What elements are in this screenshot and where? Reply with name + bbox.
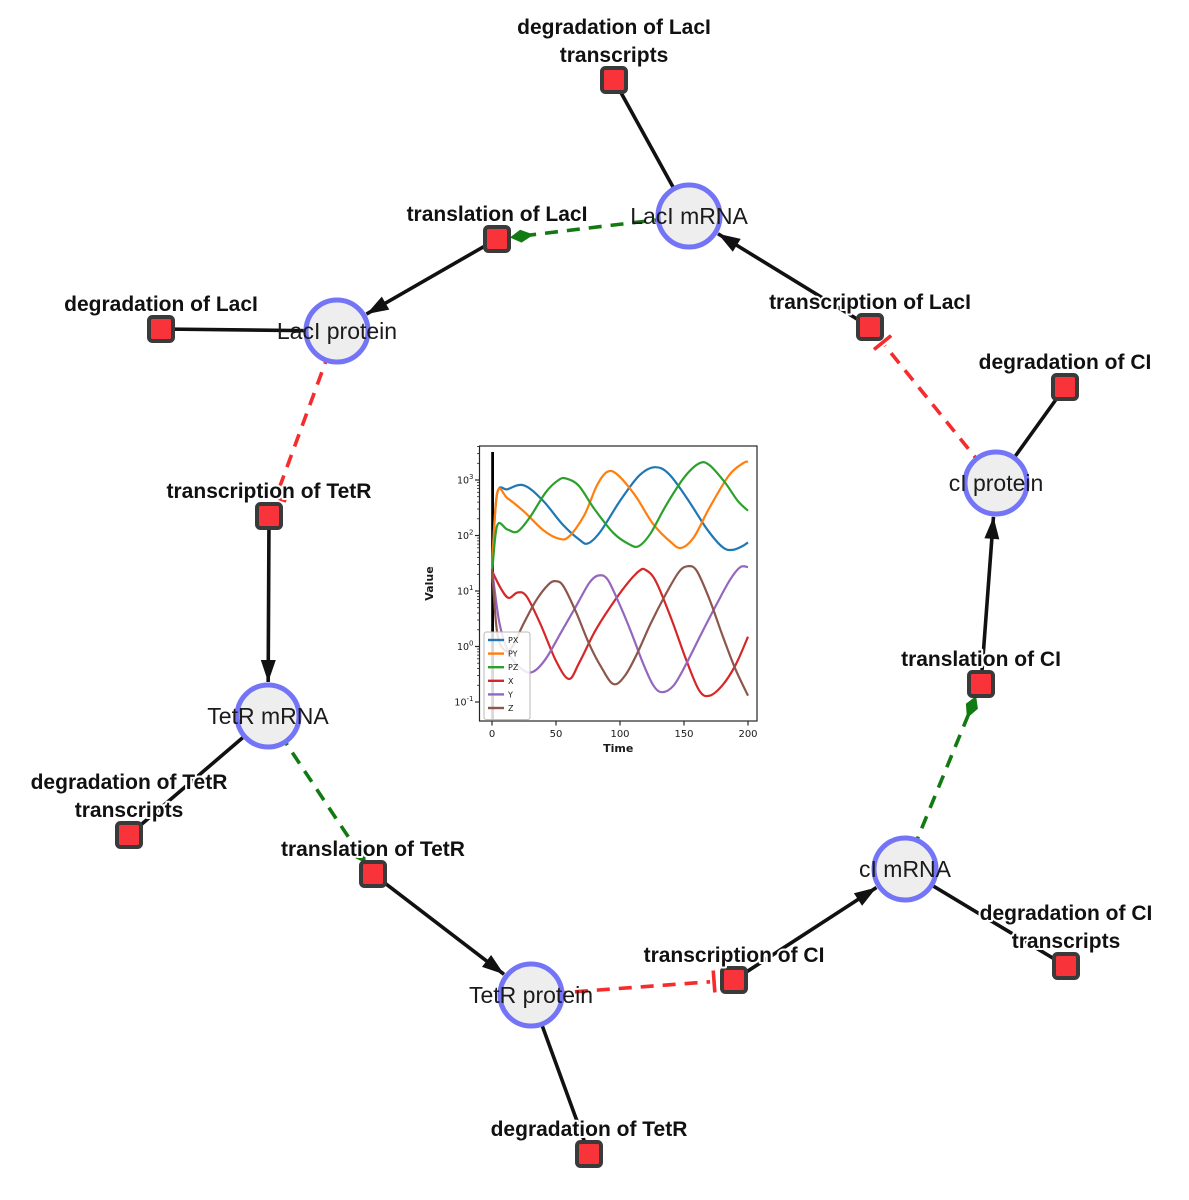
reaction-label-deg_ci_tr-line2: transcripts [1012,930,1121,953]
y-tick-label: 101 [457,584,474,598]
legend-label-Z: Z [508,704,514,713]
reaction-label-deg_ci-line1: degradation of CI [979,351,1152,374]
reaction-label-deg_ci_tr-line1: degradation of CI [980,902,1153,925]
edge-inhibition-ci_protein-transcr_laci-tee-bar [872,334,893,351]
reaction-label-deg_laci-line1: degradation of LacI [64,293,258,316]
species-label-ci_mrna: cI mRNA [859,856,952,882]
edge-production-transl_ci-ci_protein-arrowhead [984,516,1000,540]
reaction-label-transcr_ci-line1: transcription of CI [644,944,825,967]
reaction-label-deg_tetr_tr-line1: degradation of TetR [31,771,228,794]
reaction-label-deg_tetr_tr-line2: transcripts [75,799,184,822]
species-label-tetr_protein: TetR protein [469,982,593,1008]
edge-inhibition-laci_protein-transcr_tetr-tee-bar [264,491,287,503]
y-tick-label: 10-1 [454,695,473,709]
species-label-tetr_mrna: TetR mRNA [207,703,329,729]
chart-legend-box [483,631,531,721]
reaction-node-deg_tetr[interactable] [575,1140,603,1168]
reaction-node-transl_laci[interactable] [483,225,511,253]
reaction-label-transcr_tetr-line1: transcription of TetR [167,480,372,503]
reaction-node-transl_tetr[interactable] [359,860,387,888]
edge-production-transcr_laci-laci_mrna-arrowhead [718,233,741,252]
edge-production-transcr_laci-laci_mrna [717,232,871,329]
species-label-laci_mrna: LacI mRNA [630,203,748,229]
edge-catalysis-ci_mrna-transl_ci-arrowhead [965,696,978,719]
y-tick-label: 103 [457,473,474,487]
x-tick-label: 200 [738,729,757,740]
labels-layer: LacI mRNA LacI protein TetR mRNA TetR prote… [29,14,1155,1143]
reaction-label-deg_laci_tr-line1: degradation of LacI [517,16,711,39]
nodes-layer [115,66,1080,1168]
legend-label-Y: Y [507,690,513,699]
reaction-label-transl_ci-line1: translation of CI [901,648,1061,671]
chart-ylabel: Value [423,566,436,600]
y-tick-label: 100 [457,640,474,654]
reaction-label-transcr_laci-line1: transcription of LacI [769,291,971,314]
chart-xlabel: Time [603,742,633,755]
edge-production-transl_ci-ci_protein [979,516,996,685]
edge-inhibition-tetr_protein-transcr_ci-tee-bar [711,970,717,993]
reaction-label-transl_laci-line1: translation of LacI [407,203,588,226]
chart-series-PX [490,466,749,565]
reaction-node-deg_ci_tr[interactable] [1052,952,1080,980]
reaction-node-transcr_ci[interactable] [720,966,748,994]
edge-production-transl_tetr-tetr_protein [371,872,506,976]
reaction-node-transcr_laci[interactable] [856,313,884,341]
edge-production-transl_laci-laci_protein [365,237,498,316]
species-label-laci_protein: LacI protein [277,318,397,344]
reaction-node-deg_ci[interactable] [1051,373,1079,401]
reaction-label-transl_tetr-line1: translation of TetR [281,838,465,861]
inset-timeseries-chart: 0 50 100 150 200 10-1 100 101 102 103 Time Value PX P… [423,445,758,755]
reaction-node-deg_laci[interactable] [147,315,175,343]
edge-production-transcr_ci-ci_mrna-arrowhead [853,887,877,906]
legend-label-PX: PX [508,636,519,645]
species-node-ci_mrna[interactable] [871,835,939,903]
chart-series-Z [490,564,749,697]
species-label-ci_protein: cI protein [949,470,1044,496]
species-node-laci_protein[interactable] [303,297,371,365]
species-node-tetr_mrna[interactable] [234,682,302,750]
x-tick-label: 100 [610,729,629,740]
reaction-label-deg_tetr-line1: degradation of TetR [491,1118,688,1141]
reaction-node-deg_tetr_tr[interactable] [115,821,143,849]
reaction-node-deg_laci_tr[interactable] [600,66,628,94]
edge-production-transl_tetr-tetr_protein-arrowhead [482,955,504,975]
x-tick-label: 50 [550,729,563,740]
edge-production-transcr_tetr-tetr_mrna [266,515,271,683]
species-node-laci_mrna[interactable] [655,182,723,250]
y-tick-label: 102 [457,529,474,543]
species-node-tetr_protein[interactable] [497,961,565,1029]
chart-series-X [491,567,750,698]
chart-series-PZ [490,461,749,575]
x-tick-label: 0 [489,729,495,740]
species-node-ci_protein[interactable] [962,449,1030,517]
edge-production-transl_laci-laci_protein-arrowhead [366,296,390,315]
reaction-label-deg_laci_tr-line2: transcripts [560,44,669,67]
chart-series-PY [490,460,749,569]
legend-label-PZ: PZ [508,663,519,672]
reaction-node-transl_ci[interactable] [967,670,995,698]
edge-production-transcr_tetr-tetr_mrna-arrowhead [260,660,276,682]
legend-label-X: X [508,677,514,686]
edge-catalysis-laci_mrna-transl_laci-arrowhead [509,229,534,243]
edge-production-transcr_ci-ci_mrna [733,886,878,982]
reaction-node-transcr_tetr[interactable] [255,502,283,530]
edge-catalysis-tetr_mrna-transl_tetr-arrowhead [352,843,366,864]
legend-label-PY: PY [508,650,518,659]
x-tick-label: 150 [674,729,693,740]
